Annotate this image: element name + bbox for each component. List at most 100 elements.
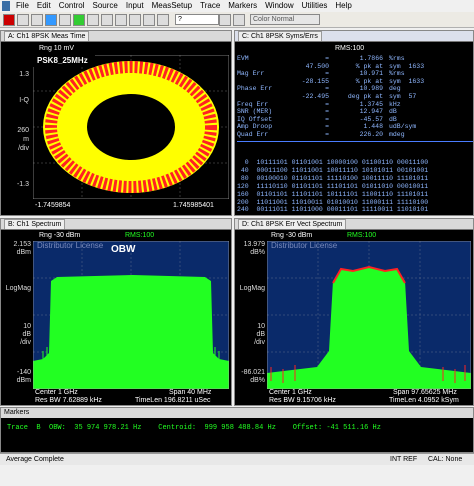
zoom-icon[interactable]	[115, 13, 127, 26]
metric-value: 10.989	[359, 85, 383, 93]
menu-meassetup[interactable]: MeasSetup	[151, 1, 193, 10]
symbol-row: 120 11110110 01101101 11101101 01011010 …	[237, 182, 429, 190]
menu-bar: File Edit Control Source Input MeasSetup…	[0, 0, 474, 12]
pane-d-err-vect-spectrum[interactable]: D: Ch1 8PSK Err Vect Spectrum Rng -30 dB…	[234, 218, 474, 406]
metric-value: 1.7866	[359, 55, 383, 62]
rms-label: RMS:100	[125, 232, 155, 239]
rbw-label: Res BW 7.62889 kHz	[35, 397, 102, 404]
autoscale-icon[interactable]	[129, 13, 141, 26]
layout-icon[interactable]	[233, 13, 245, 26]
restart-icon[interactable]	[59, 13, 71, 26]
status-bar: Average Complete INT REF CAL: None	[0, 453, 474, 465]
y-label: LogMag	[239, 285, 265, 292]
span-label: Span 40 MHz	[169, 389, 212, 396]
marker-icon[interactable]	[87, 13, 99, 26]
range-label: Rng 10 mV	[39, 45, 75, 52]
error-row: EVM = 1.7866 %rms	[237, 55, 473, 63]
pane-b-title[interactable]: B: Ch1 Spectrum	[4, 219, 66, 229]
y-div-value: 260	[17, 127, 29, 134]
metric-value: 226.20	[359, 130, 383, 138]
metric-unit: sym 57	[389, 92, 417, 100]
timelen-label: TimeLen 4.0952 kSym	[389, 397, 459, 404]
y-label: dB	[22, 331, 31, 338]
metric-value: 12.947	[359, 108, 383, 116]
menu-source[interactable]: Source	[92, 1, 118, 10]
rms-label: RMS:100	[335, 45, 365, 52]
menu-trace[interactable]: Trace	[200, 1, 221, 10]
status-message: Average Complete	[6, 456, 64, 463]
menu-help[interactable]: Help	[335, 1, 352, 10]
menu-window[interactable]: Window	[265, 1, 294, 10]
metric-name: IQ Offset	[237, 115, 273, 123]
menu-markers[interactable]: Markers	[228, 1, 258, 10]
error-row: Amp Droop = 1.448 udB/sym	[237, 123, 473, 131]
metric-value: % pk at	[355, 62, 383, 70]
metric-value: 1.3745	[359, 100, 383, 108]
menu-utilities[interactable]: Utilities	[301, 1, 328, 10]
metric-name: Mag Err	[237, 70, 265, 78]
metric-value: 1.448	[363, 123, 383, 131]
menu-edit[interactable]: Edit	[36, 1, 51, 10]
y-label: 10	[23, 323, 31, 330]
y-label: -86.021	[241, 369, 265, 376]
pane-a-constellation[interactable]: A: Ch1 8PSK Meas Time Rng 10 mV 1.3 I-Q …	[0, 30, 232, 216]
pane-c-syms-errs[interactable]: C: Ch1 8PSK Syms/Errs RMS:100 EVM = 1.7866…	[234, 30, 474, 216]
metric-value: -45.57	[359, 115, 383, 123]
watermark: Distributor License	[37, 241, 104, 250]
center-label: Center 1 GHz	[35, 389, 78, 396]
metric-name	[237, 93, 289, 101]
rms-label: RMS:100	[347, 232, 377, 239]
metric-unit: %rms	[389, 55, 405, 62]
play-icon[interactable]	[31, 13, 43, 26]
metric-sep: =	[325, 70, 329, 78]
hand-icon[interactable]	[157, 13, 169, 26]
preset-icon[interactable]	[73, 13, 85, 26]
y-label: /div	[254, 339, 265, 346]
divider	[237, 141, 473, 142]
rbw-label: Res BW 9.15706 kHz	[269, 397, 336, 404]
record-icon[interactable]	[3, 13, 15, 26]
symbol-row: 200 11011001 11010011 01010010 11000111 …	[237, 198, 429, 206]
menu-input[interactable]: Input	[125, 1, 144, 10]
y-label: dB	[256, 331, 265, 338]
pane-b-spectrum[interactable]: B: Ch1 Spectrum Rng -30 dBm RMS:100 2.15…	[0, 218, 232, 406]
y-label: 2.153	[13, 241, 31, 248]
menu-control[interactable]: Control	[58, 1, 85, 10]
metric-name: EVM	[237, 55, 249, 62]
help-input[interactable]: ?	[175, 14, 219, 25]
pane-d-title[interactable]: D: Ch1 8PSK Err Vect Spectrum	[238, 219, 347, 229]
constellation-plot	[33, 55, 229, 199]
y-label: dBm	[16, 377, 31, 384]
error-row: 47.500 % pk at sym 1633	[237, 63, 473, 71]
single-icon[interactable]	[45, 13, 57, 26]
metric-sep: =	[325, 123, 329, 131]
symbol-row: 240 00111011 11011000 00011101 11110011 …	[237, 206, 429, 214]
pane-c-title[interactable]: C: Ch1 8PSK Syms/Errs	[238, 31, 322, 41]
metric-sep: =	[325, 55, 329, 62]
symbol-row: 40 00011100 11011001 10011110 10101011 0…	[237, 166, 429, 174]
metric-name: Quad Err	[237, 130, 269, 138]
y-unit-label: I-Q	[19, 97, 29, 104]
markers-panel[interactable]: Markers Trace B OBW: 35 974 978.21 Hz Ce…	[0, 407, 474, 453]
pause-icon[interactable]	[17, 13, 29, 26]
peak-icon[interactable]	[101, 13, 113, 26]
color-mode-select[interactable]: Color Normal	[250, 14, 320, 25]
y-label: dB%	[250, 377, 265, 384]
obw-label: OBW	[111, 244, 136, 255]
spectrum-plot	[33, 241, 229, 389]
metric-unit: udB/sym	[389, 123, 417, 131]
arrow-icon[interactable]	[143, 13, 155, 26]
marker-readout-row: Trace B OBW: 35 974 978.21 Hz Centroid: …	[7, 424, 381, 432]
metric-name: Phase Err	[237, 85, 273, 93]
metric-unit: %rms	[389, 70, 405, 78]
menu-file[interactable]: File	[16, 1, 29, 10]
grid-icon[interactable]	[219, 13, 231, 26]
cal-status: CAL: None	[428, 456, 463, 463]
metric-value: 10.971	[359, 70, 383, 78]
pane-a-title[interactable]: A: Ch1 8PSK Meas Time	[4, 31, 90, 41]
range-label: Rng -30 dBm	[39, 232, 81, 239]
symbol-row: 80 00100010 01101101 11110100 10011110 1…	[237, 174, 429, 182]
metric-name: Freq Err	[237, 100, 269, 108]
y-label: /div	[20, 339, 31, 346]
metric-sep: =	[325, 100, 329, 108]
